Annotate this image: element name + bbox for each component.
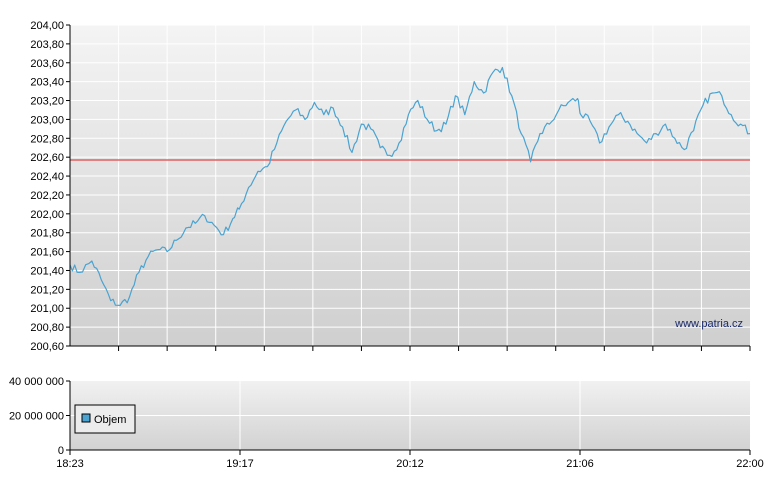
price-y-tick-label: 201,00 — [30, 303, 64, 315]
volume-y-tick-label: 0 — [58, 445, 64, 457]
volume-legend-label: Objem — [94, 414, 126, 426]
price-y-tick-label: 203,20 — [30, 96, 64, 108]
price-y-tick-label: 200,80 — [30, 322, 64, 334]
price-y-tick-label: 201,20 — [30, 284, 64, 296]
price-series-group — [69, 66, 751, 306]
price-x-ticks — [118, 346, 751, 351]
price-y-tick-label: 202,20 — [30, 190, 64, 202]
price-y-tick-label: 202,60 — [30, 152, 64, 164]
x-tick-label: 22:00 — [736, 458, 764, 470]
watermark: www.patria.cz — [674, 318, 743, 330]
price-y-tick-label: 201,40 — [30, 265, 64, 277]
price-y-tick-label: 201,60 — [30, 247, 64, 259]
price-y-tick-label: 201,80 — [30, 228, 64, 240]
price-y-tick-label: 204,00 — [30, 20, 64, 32]
volume-grid — [70, 381, 750, 450]
price-y-tick-label: 203,00 — [30, 114, 64, 126]
price-y-tick-label: 202,40 — [30, 171, 64, 183]
price-y-tick-label: 202,80 — [30, 133, 64, 145]
volume-x-ticks: 18:23 19:17 20:12 21:06 22:00 — [56, 450, 764, 470]
price-panel: 200,60 200,80 201,00 201,20 201,40 201,60 201,… — [30, 20, 751, 353]
volume-panel: 0 20 000 000 40 000 000 18:23 19:17 20:12 21:… — [9, 376, 764, 470]
volume-y-ticks: 0 20 000 000 40 000 000 — [9, 376, 70, 457]
x-tick-label: 18:23 — [56, 458, 84, 470]
volume-legend-swatch — [81, 413, 91, 423]
price-y-tick-label: 200,60 — [30, 341, 64, 353]
volume-y-tick-label: 20 000 000 — [9, 411, 64, 423]
price-series-line — [69, 66, 751, 306]
price-y-ticks: 200,60 200,80 201,00 201,20 201,40 201,60 201,… — [30, 20, 70, 353]
volume-legend: Objem — [74, 404, 136, 434]
price-grid — [70, 24, 750, 347]
x-tick-label: 20:12 — [396, 458, 424, 470]
x-tick-label: 21:06 — [566, 458, 594, 470]
price-y-tick-label: 202,00 — [30, 209, 64, 221]
volume-y-tick-label: 40 000 000 — [9, 376, 64, 388]
price-y-tick-label: 203,60 — [30, 58, 64, 70]
price-y-tick-label: 203,80 — [30, 39, 64, 51]
price-y-tick-label: 203,40 — [30, 77, 64, 89]
x-tick-label: 19:17 — [226, 458, 254, 470]
